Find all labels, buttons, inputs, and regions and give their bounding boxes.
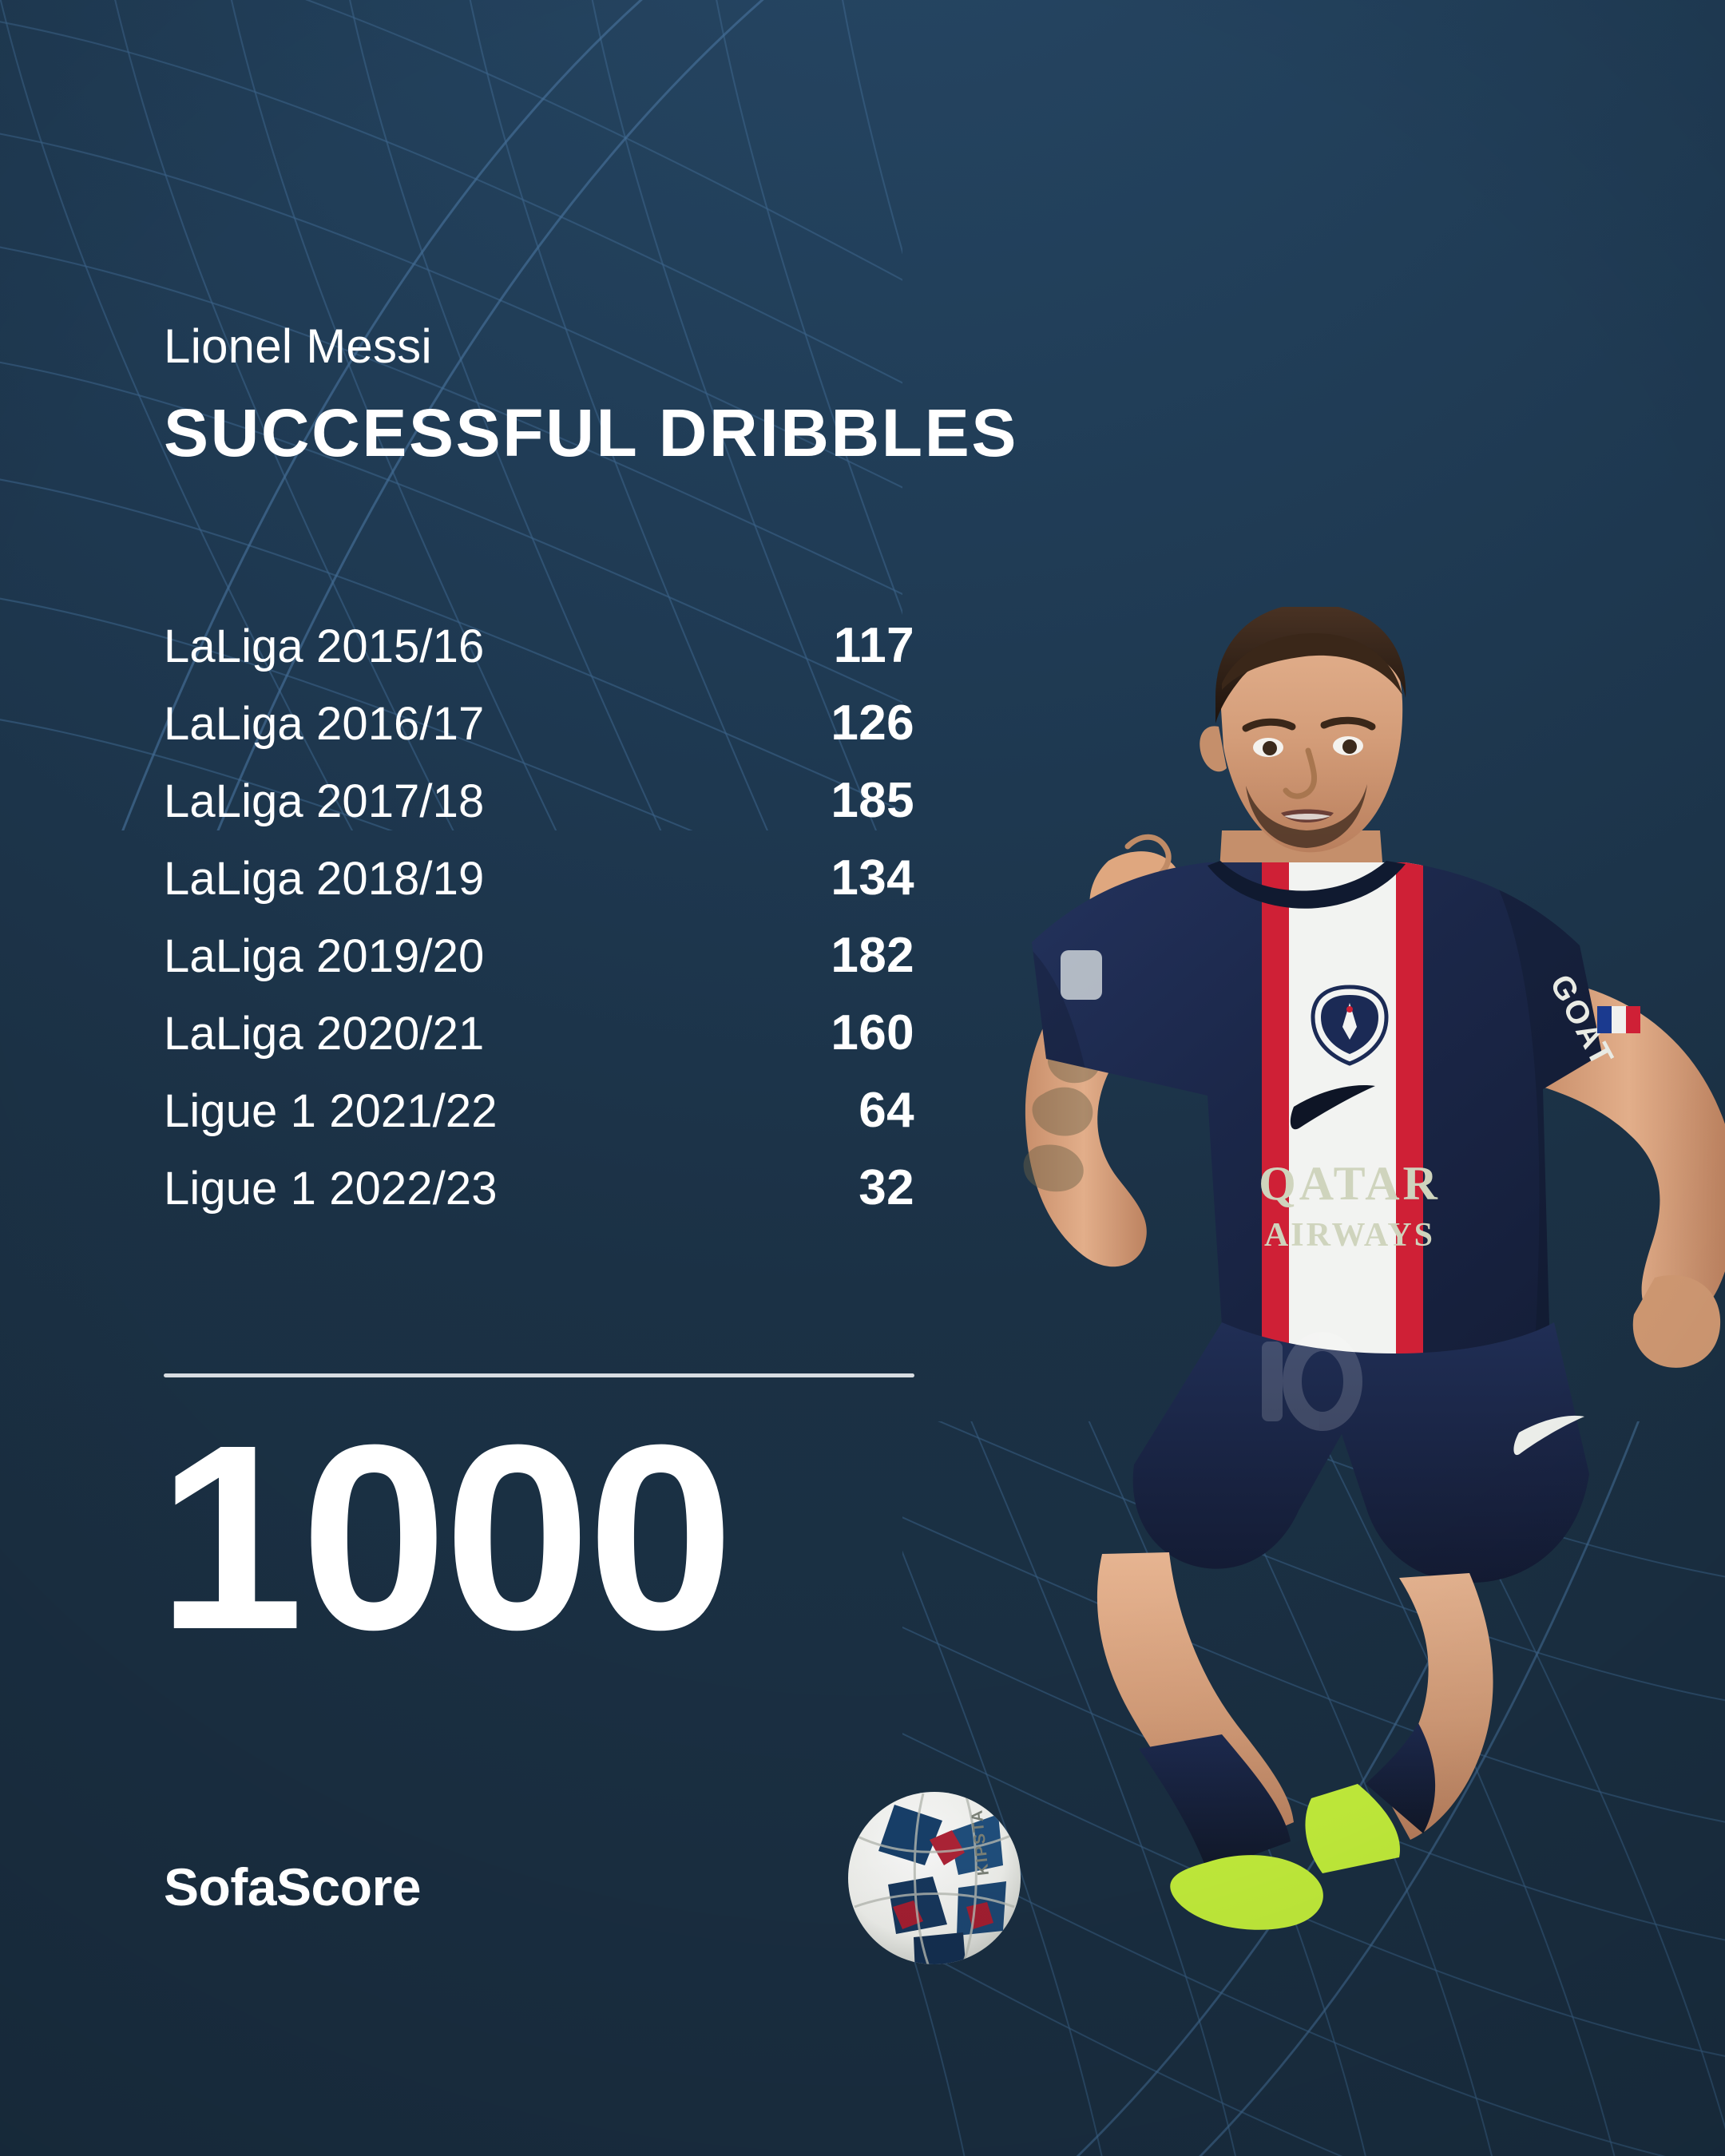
list-item: LaLiga 2019/20 182: [164, 931, 914, 1009]
stat-value: 134: [831, 850, 914, 906]
list-item: LaLiga 2018/19 134: [164, 854, 914, 931]
stat-label: LaLiga 2017/18: [164, 775, 485, 827]
svg-text:QATAR: QATAR: [1259, 1157, 1441, 1210]
list-item: LaLiga 2016/17 126: [164, 699, 914, 776]
stat-label: LaLiga 2018/19: [164, 853, 485, 905]
total-divider: [164, 1373, 914, 1377]
stat-value: 117: [833, 618, 914, 673]
player-name: Lionel Messi: [164, 319, 432, 373]
list-item: Ligue 1 2021/22 64: [164, 1086, 914, 1163]
stats-list: LaLiga 2015/16 117 LaLiga 2016/17 126 La…: [164, 621, 914, 1241]
stat-value: 160: [831, 1005, 914, 1060]
list-item: Ligue 1 2022/23 32: [164, 1163, 914, 1241]
stat-label: LaLiga 2020/21: [164, 1008, 485, 1060]
list-item: LaLiga 2020/21 160: [164, 1009, 914, 1086]
sofascore-logo: SofaScore: [164, 1857, 421, 1916]
football: KIPSTA: [848, 1792, 1021, 1964]
list-item: LaLiga 2015/16 117: [164, 621, 914, 699]
stat-value: 126: [831, 696, 914, 751]
player-photo-lionel-messi: QATAR AIRWAYS GOAT: [848, 607, 1725, 1964]
stat-value: 32: [859, 1160, 914, 1215]
list-item: LaLiga 2017/18 185: [164, 776, 914, 854]
total-value: 1000: [157, 1389, 734, 1684]
stat-label: LaLiga 2016/17: [164, 698, 485, 750]
stat-value: 182: [831, 928, 914, 983]
stat-label: LaLiga 2019/20: [164, 930, 485, 982]
svg-text:AIRWAYS: AIRWAYS: [1264, 1217, 1435, 1254]
stat-label: Ligue 1 2022/23: [164, 1163, 498, 1215]
stat-label: Ligue 1 2021/22: [164, 1085, 498, 1137]
stat-value: 64: [859, 1083, 914, 1138]
stat-label: LaLiga 2015/16: [164, 620, 485, 672]
stat-value: 185: [831, 773, 914, 828]
page-title: SUCCESSFUL DRIBBLES: [164, 395, 1018, 470]
